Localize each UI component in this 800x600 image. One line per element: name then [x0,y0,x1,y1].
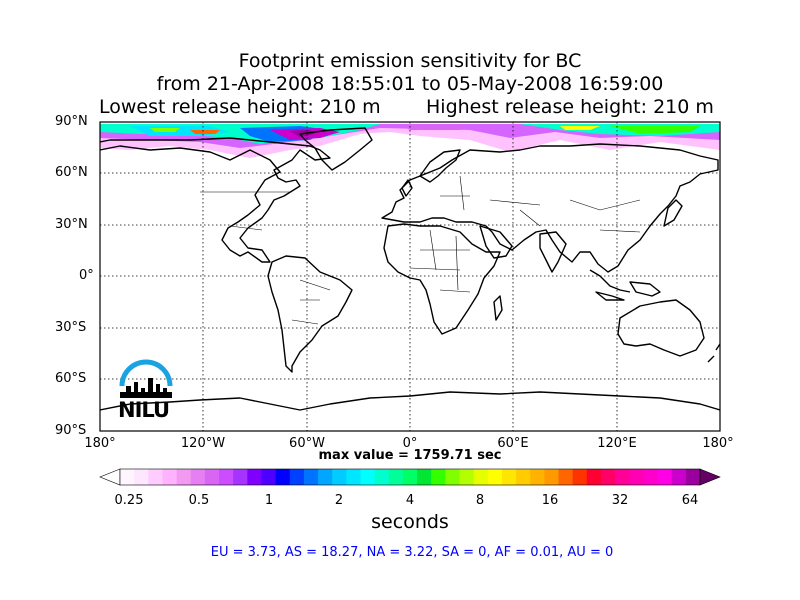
colorbar-segment [247,469,262,485]
colorbar-segment [374,469,390,485]
colorbar-segment [431,469,446,485]
colorbar-segment [332,469,347,485]
colorbar-tick-7: 32 [611,493,629,508]
colorbar-segment [275,469,291,485]
lon-label-120w: 120°W [180,436,226,451]
colorbar-segment [190,469,206,485]
colorbar-segment [445,469,461,485]
lat-label-30s: 30°S [55,320,87,335]
colorbar-segment [303,469,319,485]
colorbar-segment [120,469,135,485]
lon-label-0: 0° [402,436,418,451]
colorbar-segment [402,469,418,485]
colorbar-tick-6: 16 [541,493,559,508]
colorbar-frame [119,468,701,486]
colorbar-segment [516,469,531,485]
colorbar-segment [261,469,277,485]
colorbar-segment [176,469,192,485]
lon-label-60e: 60°E [497,436,529,451]
map-frame [99,121,721,432]
colorbar-segment [204,469,220,485]
colorbar-segment [318,469,333,485]
colorbar-segment [289,469,305,485]
colorbar-segment [134,469,149,485]
colorbar-over-arrow [699,468,721,486]
colorbar-segment [233,469,248,485]
colorbar-tick-3: 2 [334,493,344,508]
colorbar-segment [473,469,489,485]
colorbar-segment [586,469,602,485]
colorbar-segment [388,469,404,485]
lat-label-60n: 60°N [55,165,88,180]
colorbar-segment [685,469,701,485]
colorbar-tick-8: 64 [681,493,699,508]
colorbar-segment [487,469,503,485]
colorbar-segment [530,469,545,485]
colorbar-under-arrow [99,468,121,486]
colorbar-segment [162,469,178,485]
lat-label-30n: 30°N [55,217,88,232]
colorbar-tick-0: 0.25 [114,493,144,508]
max-value: max value = 1759.71 sec [318,448,502,463]
colorbar-segment [544,469,560,485]
colorbar-segment [558,469,574,485]
colorbar [99,468,721,486]
country-borders [200,175,641,325]
colorbar-segment [629,469,644,485]
colorbar-tick-5: 8 [475,493,485,508]
colorbar-segment [615,469,630,485]
coastlines [100,127,720,411]
colorbar-segment [346,469,361,485]
map-subtitle-dates: from 21-Apr-2008 18:55:01 to 05-May-2008… [156,73,664,95]
colorbar-tick-1: 0.5 [188,493,210,508]
colorbar-segment [360,469,376,485]
colorbar-segment [459,469,475,485]
lon-label-180w: 180° [84,436,116,451]
lat-label-90n: 90°N [55,114,88,129]
colorbar-tick-4: 4 [405,493,415,508]
graticule [100,122,720,431]
colorbar-segment [417,469,432,485]
nilu-logo [119,359,173,398]
map-title: Footprint emission sensitivity for BC [238,50,582,72]
lat-label-60s: 60°S [55,371,87,386]
colorbar-segment [643,469,659,485]
colorbar-tick-2: 1 [264,493,274,508]
colorbar-segment [671,469,687,485]
colorbar-segment [572,469,588,485]
colorbar-segment [600,469,616,485]
colorbar-unit: seconds [371,511,449,533]
lat-label-90s: 90°S [55,423,87,438]
lon-label-60w: 60°W [289,436,325,451]
lowest-release-height: Lowest release height: 210 m [99,96,381,118]
colorbar-segment [219,469,234,485]
lon-label-120e: 120°E [597,436,637,451]
nilu-logo-text: NILU [118,398,170,422]
colorbar-segment [148,469,163,485]
highest-release-height: Highest release height: 210 m [426,96,714,118]
lon-label-180e: 180° [702,436,734,451]
colorbar-segment [657,469,673,485]
lat-label-0: 0° [79,268,94,283]
colorbar-segment [501,469,517,485]
region-stats: EU = 3.73, AS = 18.27, NA = 3.22, SA = 0… [210,545,614,560]
